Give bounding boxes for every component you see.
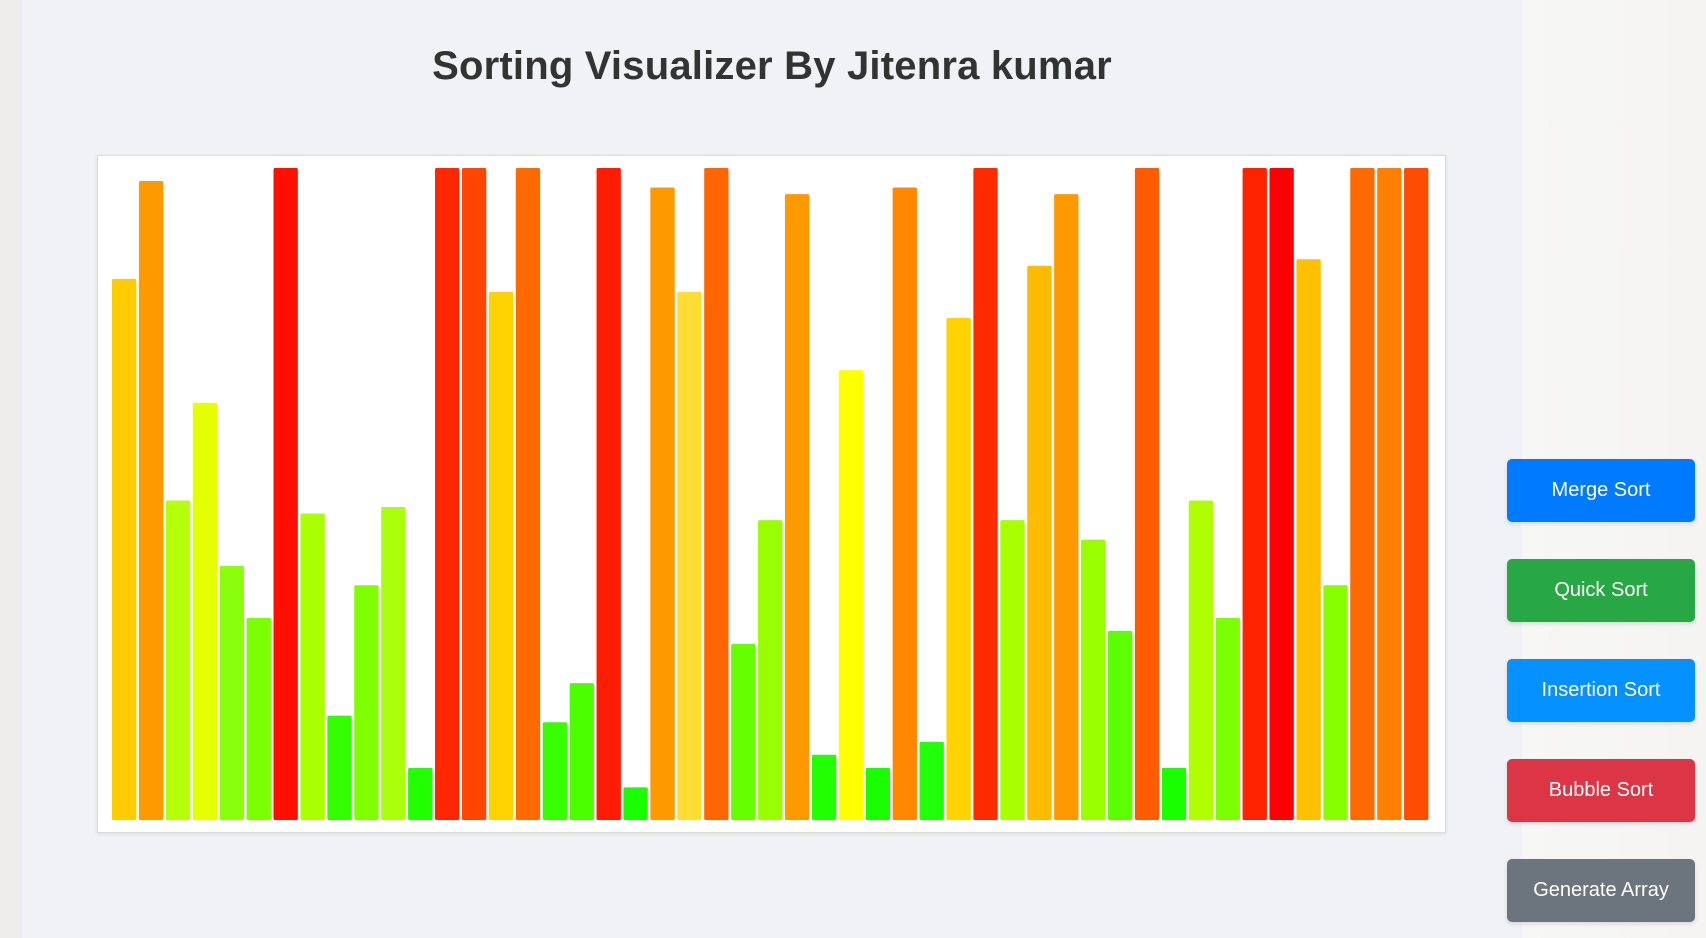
array-bar-31 — [946, 317, 971, 820]
merge-sort-button[interactable]: Merge Sort — [1507, 459, 1695, 522]
array-bar-36 — [1081, 539, 1106, 820]
array-bar-0 — [112, 278, 137, 821]
array-bar-48 — [1404, 168, 1429, 820]
array-bar-1 — [138, 181, 164, 820]
array-bar-14 — [488, 291, 514, 820]
array-bar-2 — [165, 500, 191, 820]
array-bar-24 — [758, 520, 783, 820]
array-bar-4 — [219, 565, 244, 820]
array-bar-23 — [731, 643, 756, 820]
array-bar-22 — [704, 168, 729, 820]
array-bar-30 — [919, 741, 944, 820]
array-bar-17 — [569, 683, 594, 820]
array-bar-19 — [623, 787, 648, 820]
array-bar-10 — [381, 507, 406, 820]
bubble-sort-button[interactable]: Bubble Sort — [1507, 759, 1695, 822]
array-bar-38 — [1134, 168, 1160, 820]
array-bar-37 — [1107, 630, 1133, 820]
array-bar-25 — [784, 194, 810, 820]
bar-chart — [112, 168, 1429, 821]
array-bar-20 — [650, 187, 675, 820]
array-bar-12 — [435, 168, 460, 820]
array-bar-5 — [246, 617, 271, 820]
array-bar-3 — [192, 402, 218, 820]
array-bar-6 — [273, 168, 298, 820]
array-bar-26 — [811, 754, 837, 820]
array-bar-35 — [1054, 194, 1079, 820]
array-bar-13 — [461, 168, 487, 820]
array-bar-18 — [596, 168, 621, 820]
array-bar-41 — [1215, 617, 1240, 820]
array-bar-7 — [300, 513, 325, 820]
array-bar-32 — [973, 168, 998, 820]
array-bar-21 — [677, 291, 702, 820]
array-bar-40 — [1188, 500, 1214, 820]
array-bar-11 — [408, 767, 433, 820]
array-bar-15 — [515, 168, 541, 820]
array-bar-42 — [1242, 168, 1267, 820]
insertion-sort-button[interactable]: Insertion Sort — [1507, 659, 1695, 722]
array-bar-34 — [1027, 265, 1052, 820]
array-bar-29 — [892, 187, 917, 820]
array-bar-8 — [327, 715, 352, 820]
array-bar-46 — [1350, 168, 1375, 820]
page-title: Sorting Visualizer By Jitenra kumar — [432, 44, 1112, 88]
array-bar-44 — [1296, 259, 1321, 820]
array-bar-45 — [1323, 585, 1348, 820]
array-bar-27 — [838, 370, 864, 820]
array-bar-28 — [865, 767, 891, 820]
generate-array-button[interactable]: Generate Array — [1507, 859, 1695, 922]
window-left-edge — [0, 0, 22, 938]
bar-chart-container — [97, 155, 1446, 833]
quick-sort-button[interactable]: Quick Sort — [1507, 559, 1695, 622]
array-bar-43 — [1269, 168, 1294, 820]
array-bar-9 — [354, 585, 379, 820]
array-bar-47 — [1377, 168, 1402, 820]
array-bar-16 — [542, 722, 568, 820]
array-bar-33 — [1000, 520, 1025, 820]
array-bar-39 — [1161, 767, 1187, 820]
